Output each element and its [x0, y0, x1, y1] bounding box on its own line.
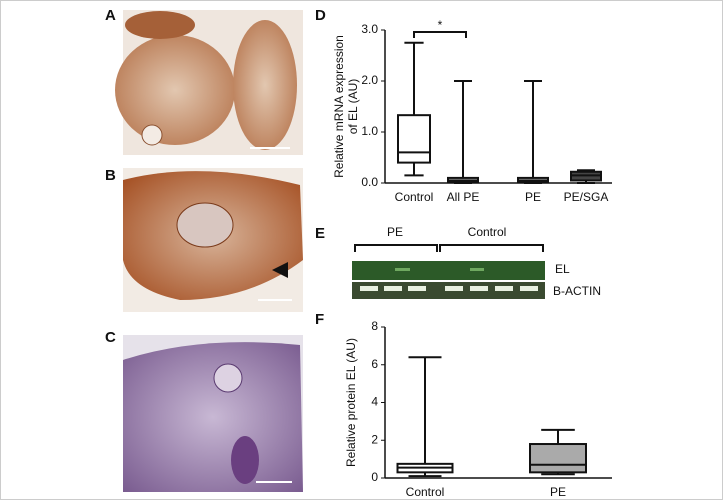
y-tick-label: 0.0 [361, 175, 378, 189]
y-axis-label: Relative mRNA expression [332, 35, 346, 178]
box [397, 114, 431, 164]
y-tick-label: 2 [371, 432, 378, 446]
micrograph-b [123, 168, 303, 312]
micrograph-a [115, 10, 303, 155]
panel-label: E [315, 225, 325, 242]
blot-band-label: B-ACTIN [553, 284, 601, 298]
y-tick-label: 3.0 [361, 22, 378, 36]
y-tick-label: 0 [371, 470, 378, 484]
y-tick-label: 8 [371, 319, 378, 333]
significance-bracket [413, 31, 467, 38]
micrograph-c [123, 335, 303, 492]
blot-group-label: Control [468, 225, 507, 239]
panel-label: D [315, 7, 326, 24]
box [529, 443, 587, 474]
blot-band-label: EL [555, 262, 570, 276]
x-tick-label: All PE [447, 190, 480, 204]
x-tick-label: PE [550, 485, 566, 499]
y-axis-label: Relative protein EL (AU) [344, 338, 358, 467]
significance-label: * [438, 18, 443, 32]
x-tick-label: Control [406, 485, 445, 499]
panel-label: B [105, 167, 116, 184]
x-tick-label: PE [525, 190, 541, 204]
y-axis-label: of EL (AU) [346, 79, 360, 135]
y-tick-label: 6 [371, 357, 378, 371]
panel-label: A [105, 7, 116, 24]
panel-label: F [315, 311, 324, 328]
y-tick-label: 1.0 [361, 124, 378, 138]
x-tick-label: Control [395, 190, 434, 204]
y-tick-label: 2.0 [361, 73, 378, 87]
western-blot [352, 244, 545, 299]
panel-label: C [105, 329, 116, 346]
x-tick-label: PE/SGA [564, 190, 609, 204]
y-tick-label: 4 [371, 395, 378, 409]
blot-group-label: PE [387, 225, 403, 239]
